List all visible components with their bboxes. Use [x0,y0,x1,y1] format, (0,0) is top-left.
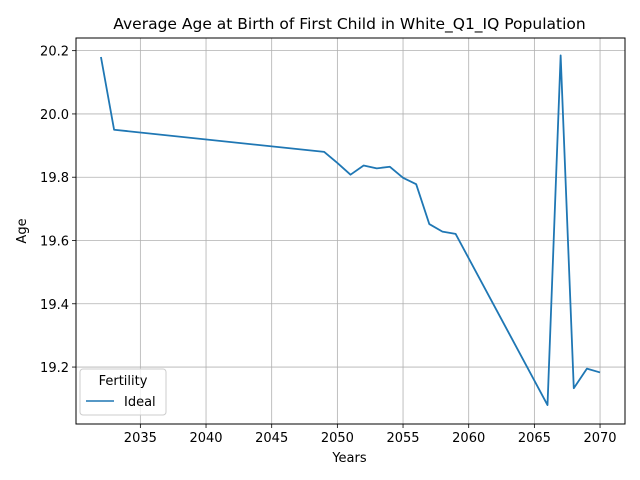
y-tick-label: 19.8 [40,171,69,186]
y-tick-label: 19.2 [40,361,69,376]
series-line-ideal [100,54,601,406]
legend: Fertility Ideal [79,368,167,416]
legend-title: Fertility [99,374,148,389]
y-tick-label: 20.2 [40,45,69,60]
axis-ticks: 2035 2040 2045 2050 2055 2060 2065 2070 19.2 19.4… [40,45,617,446]
legend-entry: Ideal [124,395,156,410]
chart-title: Average Age at Birth of First Child in W… [113,15,585,34]
x-tick-label: 2070 [583,431,616,446]
x-tick-label: 2045 [255,431,288,446]
y-tick-label: 20.0 [40,108,69,123]
x-tick-label: 2035 [124,431,157,446]
legend-box [79,368,167,416]
y-tick-label: 19.4 [40,298,69,313]
x-tick-label: 2060 [452,431,485,446]
y-tick-label: 19.6 [40,234,69,249]
plot-area [75,37,626,425]
x-tick-label: 2040 [189,431,222,446]
series-layer [100,54,601,406]
y-axis-label: Age [15,218,30,243]
x-tick-label: 2050 [321,431,354,446]
x-tick-label: 2065 [518,431,551,446]
grid [76,38,625,424]
x-axis-label: Years [331,451,367,466]
x-tick-label: 2055 [386,431,419,446]
